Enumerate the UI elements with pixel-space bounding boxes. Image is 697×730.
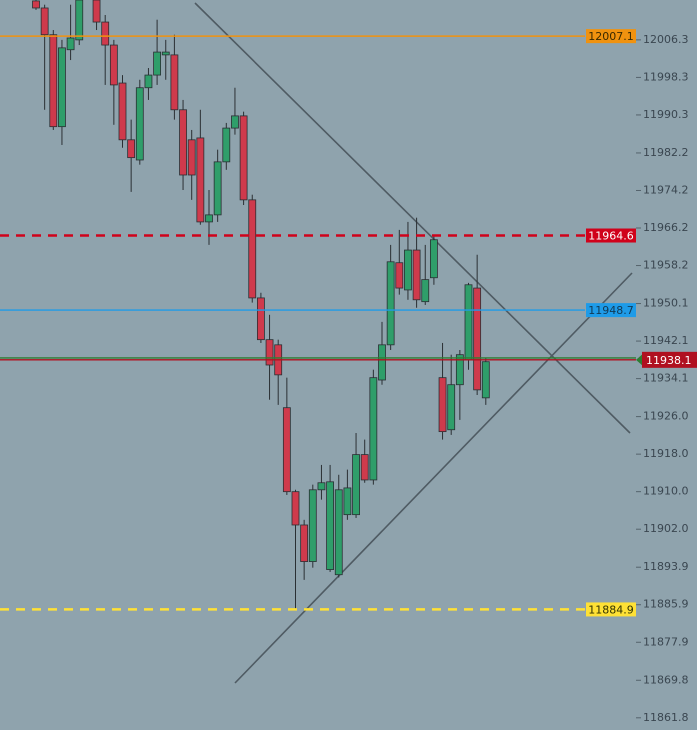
y-tick-label: 11910.0	[643, 485, 689, 498]
candle-body	[109, 44, 118, 86]
candle-body	[196, 137, 205, 223]
candle-body	[395, 262, 404, 289]
candle-body	[66, 37, 75, 51]
level-tag	[586, 29, 636, 44]
level-tag-label: 11948.7	[588, 304, 634, 317]
candle-body	[187, 139, 196, 176]
candle-body	[447, 384, 456, 431]
price-tag-label: 11938.1	[646, 354, 692, 367]
y-tick-label: 11974.2	[643, 183, 689, 196]
candle-body	[429, 239, 438, 279]
level-tag-label: 12007.1	[588, 30, 634, 43]
candle-body	[161, 51, 170, 56]
candle-body	[352, 454, 360, 516]
candle-body	[300, 524, 309, 562]
candle-body	[179, 109, 187, 176]
candle-body	[343, 487, 352, 516]
candle-body	[378, 344, 386, 381]
y-tick-label: 11926.0	[643, 410, 689, 423]
candle-body	[412, 249, 421, 301]
candle-body	[144, 74, 153, 89]
candle-body	[308, 489, 317, 562]
y-tick-label: 11998.3	[643, 70, 689, 83]
candle-body	[291, 491, 300, 526]
level-tag	[586, 602, 636, 617]
trend-line	[234, 272, 633, 684]
y-tick-label: 12006.3	[643, 33, 689, 46]
candle-body	[135, 87, 144, 161]
candle-body	[205, 214, 213, 223]
candle-body	[473, 287, 482, 391]
y-tick-label: 11918.0	[643, 447, 689, 460]
level-tag-label: 11964.6	[588, 230, 634, 243]
y-tick-label: 11982.2	[643, 146, 689, 159]
price-tag	[642, 351, 697, 368]
y-tick-label: 11934.1	[643, 372, 689, 385]
candle-body	[127, 139, 136, 159]
level-tag-label: 11884.9	[588, 603, 634, 616]
candle-body	[464, 284, 473, 361]
y-tick-label: 11877.9	[643, 635, 689, 648]
candle-body	[213, 161, 222, 216]
level-tag	[586, 228, 636, 243]
y-tick-label: 11869.8	[643, 673, 689, 686]
candle-body	[170, 54, 179, 111]
candle-body	[75, 0, 84, 41]
candle-body	[248, 199, 257, 299]
candle-body	[101, 21, 110, 46]
candle-body	[222, 127, 231, 163]
candle-body	[438, 377, 447, 433]
y-tick-label: 11966.2	[643, 221, 689, 234]
y-tick-label: 11893.9	[643, 560, 689, 573]
candle-body	[481, 361, 490, 399]
y-tick-label: 11885.9	[643, 598, 689, 611]
y-tick-label: 11902.0	[643, 522, 689, 535]
candle-body	[92, 0, 101, 23]
candle-body	[118, 82, 127, 141]
candle-body	[32, 0, 40, 9]
candle-body	[153, 51, 162, 76]
candle-body	[455, 354, 464, 386]
y-tick-label: 11861.8	[643, 711, 689, 724]
y-tick-label: 11942.1	[643, 334, 689, 347]
candle-body	[334, 489, 343, 576]
y-tick-label: 11990.3	[643, 108, 689, 121]
candle-body	[265, 339, 274, 366]
candle-body	[49, 34, 58, 128]
candle-body	[386, 261, 395, 346]
y-tick-label: 11958.2	[643, 259, 689, 272]
candle-body	[404, 249, 412, 291]
candle-body	[40, 7, 49, 36]
candle-body	[317, 482, 326, 491]
candle-body	[58, 47, 66, 128]
candle-body	[231, 115, 239, 129]
candle-body	[239, 115, 248, 201]
candle-body	[369, 377, 378, 481]
level-tag	[586, 303, 636, 318]
y-tick-label: 11950.1	[643, 297, 689, 310]
candle-body	[326, 481, 335, 570]
candle-body	[421, 279, 430, 303]
candle-body	[282, 407, 291, 493]
candle-body	[360, 454, 369, 481]
trend-line	[194, 2, 631, 434]
candle-body	[256, 297, 265, 341]
